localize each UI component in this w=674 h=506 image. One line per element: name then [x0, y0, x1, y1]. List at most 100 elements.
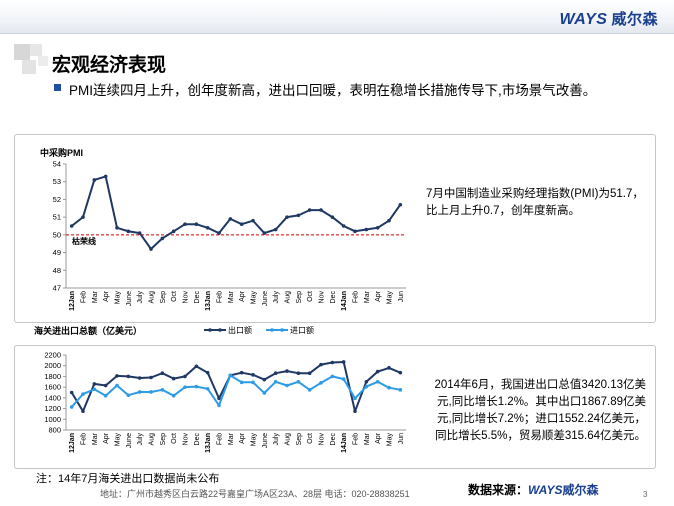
x-tick-label: Sep [296, 291, 303, 304]
data-point [319, 362, 323, 367]
data-point [364, 384, 369, 389]
decor-square [30, 44, 42, 56]
x-tick-label: May [115, 433, 122, 447]
data-point [375, 225, 380, 230]
x-tick-label: Oct [307, 291, 314, 302]
y-tick-label: 52 [53, 195, 61, 204]
data-point [171, 393, 176, 398]
x-tick-label: 13Jan [205, 433, 212, 453]
legend-marker [208, 328, 212, 332]
header-divider [0, 33, 674, 34]
x-tick-label: Dec [330, 291, 337, 304]
data-point [364, 379, 369, 384]
data-point [126, 374, 131, 379]
x-tick-label: Aug [149, 291, 156, 304]
data-point [103, 383, 108, 388]
source-latin: WAYS [528, 483, 563, 497]
x-tick-label: Mar [92, 432, 99, 445]
x-tick-label: 12Jan [69, 291, 76, 311]
data-point [160, 236, 165, 241]
data-point [171, 376, 176, 381]
x-tick-label: 13Jan [205, 291, 212, 311]
data-point [81, 215, 85, 219]
data-point [387, 366, 391, 370]
y-tick-label: 48 [53, 266, 61, 275]
x-tick-label: 14Jan [341, 291, 348, 311]
legend-label: 进口额 [290, 325, 314, 335]
x-tick-label: Aug [285, 291, 292, 304]
data-point [137, 376, 142, 380]
data-point [103, 393, 108, 398]
data-point [285, 215, 289, 219]
data-point [387, 385, 391, 390]
x-tick-label: Oct [171, 291, 178, 302]
data-point [251, 373, 255, 377]
x-tick-label: Mar [364, 290, 371, 303]
data-point [262, 377, 267, 382]
x-tick-label: July [273, 291, 280, 304]
data-point [115, 383, 119, 388]
data-point [69, 390, 74, 395]
data-point [341, 360, 346, 364]
x-tick-label: 12Jan [69, 433, 76, 453]
x-tick-label: Feb [353, 433, 360, 445]
data-point [375, 369, 380, 374]
data-point [296, 213, 301, 218]
x-tick-label: Oct [171, 433, 178, 444]
x-tick-label: Dec [194, 291, 201, 304]
data-point [81, 409, 85, 414]
data-point [353, 409, 357, 414]
y-tick-label: 47 [53, 284, 61, 293]
data-point [205, 225, 210, 230]
y-tick-label: 1800 [44, 372, 61, 381]
x-tick-label: Sep [160, 291, 167, 304]
data-point [183, 374, 187, 379]
pmi-note: 7月中国制造业采购经理指数(PMI)为51.7， 比上月上升0.7，创年度新高。 [426, 186, 644, 220]
data-point [115, 225, 119, 230]
x-tick-label: June [126, 433, 133, 448]
x-tick-label: May [251, 291, 258, 305]
y-tick-label: 51 [53, 213, 61, 222]
data-point [296, 379, 301, 384]
trade-note-line: 元,同比增长1.2%。其中出口1867.89亿美 [437, 396, 646, 408]
data-point [341, 224, 346, 228]
x-tick-label: Dec [194, 433, 201, 446]
data-point [239, 222, 244, 227]
data-point [273, 227, 278, 232]
footer-address: 地址：广州市越秀区白云路22号嘉皇广场A区23A、28层 电话：020-2883… [100, 489, 410, 499]
y-tick-label: 1600 [44, 383, 61, 392]
x-tick-label: Sep [160, 433, 167, 446]
page-title: 宏观经济表现 [52, 55, 167, 76]
data-point [307, 388, 312, 392]
logo-latin: WAYS [559, 11, 608, 28]
trade-note-line: 元,同比增长7.2%；进口1552.24亿美元， [437, 413, 646, 425]
data-point [398, 202, 403, 207]
data-point [81, 392, 85, 396]
logo-cn: 威尔森 [611, 11, 658, 28]
data-point [296, 371, 301, 376]
series-line [71, 175, 402, 250]
data-point [273, 371, 278, 376]
data-point [137, 231, 142, 235]
x-tick-label: Mar [364, 432, 371, 445]
data-point [307, 208, 312, 212]
data-point [285, 383, 289, 388]
data-point [194, 364, 199, 369]
x-tick-label: Nov [183, 433, 190, 446]
data-point [149, 247, 153, 251]
x-tick-label: July [273, 433, 280, 446]
x-tick-label: Aug [285, 433, 292, 446]
data-point [217, 403, 221, 408]
y-tick-label: 53 [53, 177, 61, 186]
legend-marker [218, 328, 222, 332]
data-point [171, 229, 176, 234]
data-point [341, 377, 346, 381]
x-tick-label: Apr [239, 290, 246, 302]
data-point [239, 380, 244, 385]
data-point [387, 218, 391, 223]
data-point [137, 390, 142, 394]
data-point [330, 360, 335, 365]
data-point [92, 382, 97, 386]
chart-title: 海关进出口总额（亿美元） [34, 325, 142, 336]
